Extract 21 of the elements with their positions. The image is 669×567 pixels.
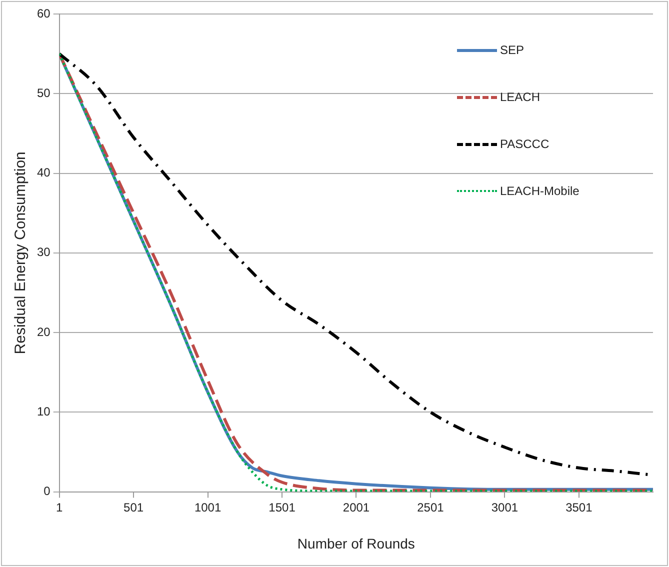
legend-label: LEACH: [500, 90, 540, 104]
y-tick-label: 60: [36, 6, 51, 20]
y-tick-label: 30: [36, 245, 51, 260]
x-axis-title: Number of Rounds: [297, 535, 415, 552]
y-axis-title: Residual Energy Consumption: [12, 152, 30, 354]
x-tick-label: 2501: [417, 500, 444, 514]
y-tick-label: 40: [36, 166, 51, 180]
legend-label: PASCCC: [500, 137, 550, 151]
x-tick-label: 3001: [491, 500, 518, 514]
y-tick-label: 10: [36, 404, 51, 418]
y-tick-label: 20: [36, 324, 51, 339]
x-tick-label: 3501: [566, 500, 593, 514]
y-tick-label: 0: [44, 484, 51, 498]
legend-label: LEACH-Mobile: [500, 184, 580, 198]
x-tick-label: 1501: [268, 500, 296, 514]
x-tick-label: 501: [124, 500, 144, 514]
legend-label: SEP: [500, 43, 524, 57]
x-tick-label: 2001: [342, 500, 370, 514]
x-tick-label: 1: [56, 500, 64, 514]
x-tick-label: 1001: [194, 500, 222, 514]
y-tick-label: 50: [36, 86, 51, 100]
